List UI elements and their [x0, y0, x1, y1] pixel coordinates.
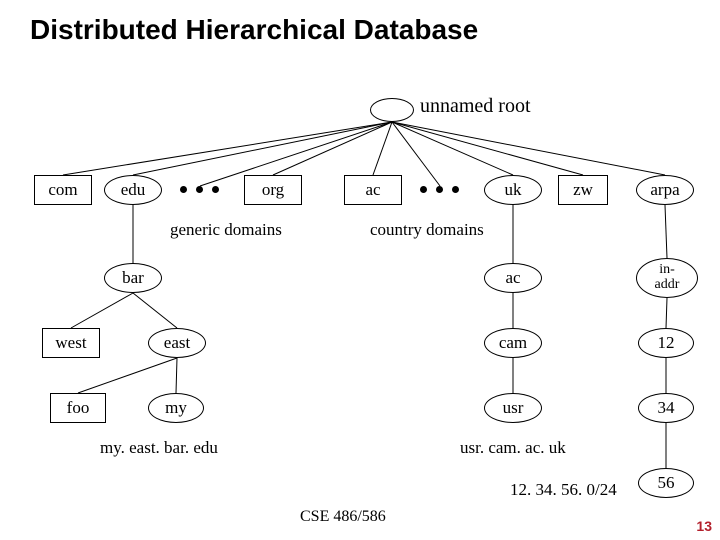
generic-domains-label: generic domains — [170, 220, 282, 240]
node-inaddr: in-addr — [636, 258, 698, 298]
node-west: west — [42, 328, 100, 358]
node-org: org — [244, 175, 302, 205]
node-com: com — [34, 175, 92, 205]
node-my: my — [148, 393, 204, 423]
node-east: east — [148, 328, 206, 358]
node-bar: bar — [104, 263, 162, 293]
node-n34: 34 — [638, 393, 694, 423]
ellipsis-icon — [420, 186, 459, 193]
node-uk: uk — [484, 175, 542, 205]
ip-address-label: 12. 34. 56. 0/24 — [510, 480, 617, 500]
node-usr: usr — [484, 393, 542, 423]
fqdn-right-label: usr. cam. ac. uk — [460, 438, 566, 458]
node-zw: zw — [558, 175, 608, 205]
ellipsis-icon — [180, 186, 219, 193]
node-edu: edu — [104, 175, 162, 205]
root-node — [370, 98, 414, 122]
node-foo: foo — [50, 393, 106, 423]
node-n12: 12 — [638, 328, 694, 358]
fqdn-left-label: my. east. bar. edu — [100, 438, 218, 458]
root-label: unnamed root — [420, 95, 531, 118]
node-cam: cam — [484, 328, 542, 358]
node-ac2: ac — [484, 263, 542, 293]
node-arpa: arpa — [636, 175, 694, 205]
footer-course: CSE 486/586 — [300, 508, 386, 526]
page-number: 13 — [696, 518, 712, 534]
node-ac: ac — [344, 175, 402, 205]
slide-title: Distributed Hierarchical Database — [30, 14, 478, 46]
node-n56: 56 — [638, 468, 694, 498]
country-domains-label: country domains — [370, 220, 484, 240]
